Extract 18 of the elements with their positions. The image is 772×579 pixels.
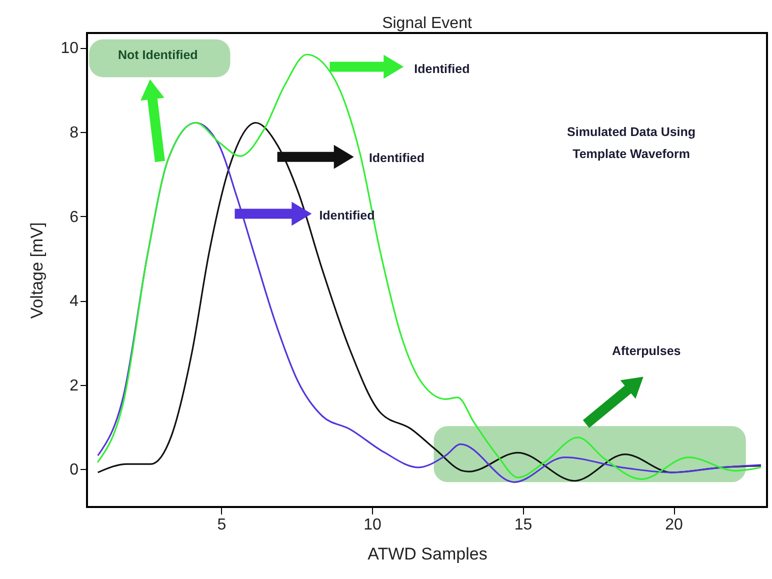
x-tick-label: 15 [514, 516, 532, 534]
annotation: Identified [414, 62, 470, 76]
y-tick-label: 10 [60, 40, 79, 58]
annotation: Identified [368, 151, 425, 166]
x-tick-label: 10 [364, 516, 382, 534]
y-tick-label: 2 [70, 377, 79, 394]
y-tick-label: 0 [70, 462, 79, 479]
y-axis-title: Voltage [mV] [28, 222, 47, 319]
annotation: Not Identified [118, 48, 198, 62]
y-tick-label: 4 [70, 293, 79, 310]
y-tick-label: 6 [70, 208, 79, 226]
annotation: Simulated Data Using Template Waveform [567, 125, 696, 162]
x-axis-title: ATWD Samples [368, 544, 488, 564]
annotation: Afterpulses [612, 344, 681, 358]
x-tick-label: 5 [217, 516, 226, 534]
chart-title: Signal Event [382, 15, 472, 32]
y-tick-label: 8 [70, 124, 79, 142]
x-tick-label: 20 [665, 516, 684, 534]
